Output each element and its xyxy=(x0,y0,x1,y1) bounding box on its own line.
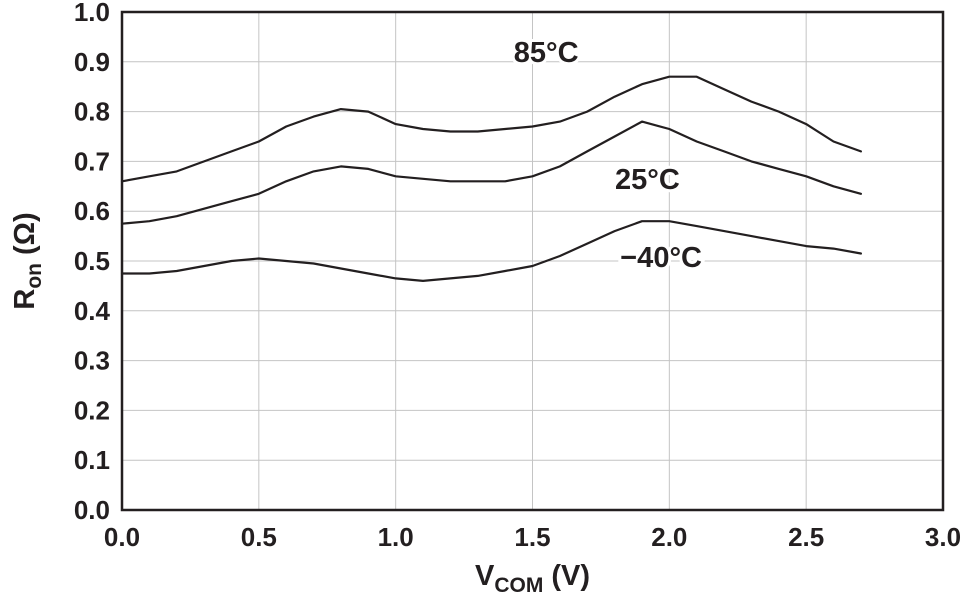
curve-label-−40°C: −40°C xyxy=(620,242,702,274)
y-tick-label: 0.5 xyxy=(74,246,110,276)
y-tick-label: 0.3 xyxy=(74,346,110,376)
y-tick-label: 0.7 xyxy=(74,146,110,176)
y-tick-label: 0.2 xyxy=(74,395,110,425)
y-tick-label: 0.0 xyxy=(74,495,110,525)
y-tick-label: 0.1 xyxy=(74,445,110,475)
series-line-25°C xyxy=(120,120,863,225)
plot-frame xyxy=(120,10,945,512)
curve-label-25°C: 25°C xyxy=(615,164,680,196)
y-axis-label: Ron (Ω) xyxy=(9,212,46,309)
x-tick-label: 0.5 xyxy=(241,522,277,552)
curve-labels: 85°C 25°C −40°C xyxy=(511,34,705,277)
y-tick-label: 0.4 xyxy=(74,296,111,326)
curve-label-85°C: 85°C xyxy=(514,37,579,69)
x-tick-label: 1.0 xyxy=(378,522,414,552)
y-tick-label: 0.8 xyxy=(74,97,110,127)
series-line-85°C xyxy=(120,75,863,183)
series-curves xyxy=(120,75,863,282)
x-tick-label: 3.0 xyxy=(925,522,961,552)
x-tick-label: 2.0 xyxy=(651,522,687,552)
x-tick-label: 2.5 xyxy=(788,522,824,552)
x-axis-label: VCOM (V) xyxy=(475,560,590,597)
y-tick-labels: 0.0 0.1 0.2 0.3 0.4 0.5 0.6 0.7 0.8 0.9 1.0 xyxy=(74,0,111,525)
gridlines xyxy=(122,12,943,510)
series-line-−40°C xyxy=(120,220,863,282)
x-tick-label: 0.0 xyxy=(104,522,140,552)
x-tick-label: 1.5 xyxy=(514,522,550,552)
y-tick-label: 0.9 xyxy=(74,47,110,77)
y-tick-label: 0.6 xyxy=(74,196,110,226)
y-tick-label: 1.0 xyxy=(74,0,110,27)
x-tick-labels: 0.0 0.5 1.0 1.5 2.0 2.5 3.0 xyxy=(104,522,961,552)
